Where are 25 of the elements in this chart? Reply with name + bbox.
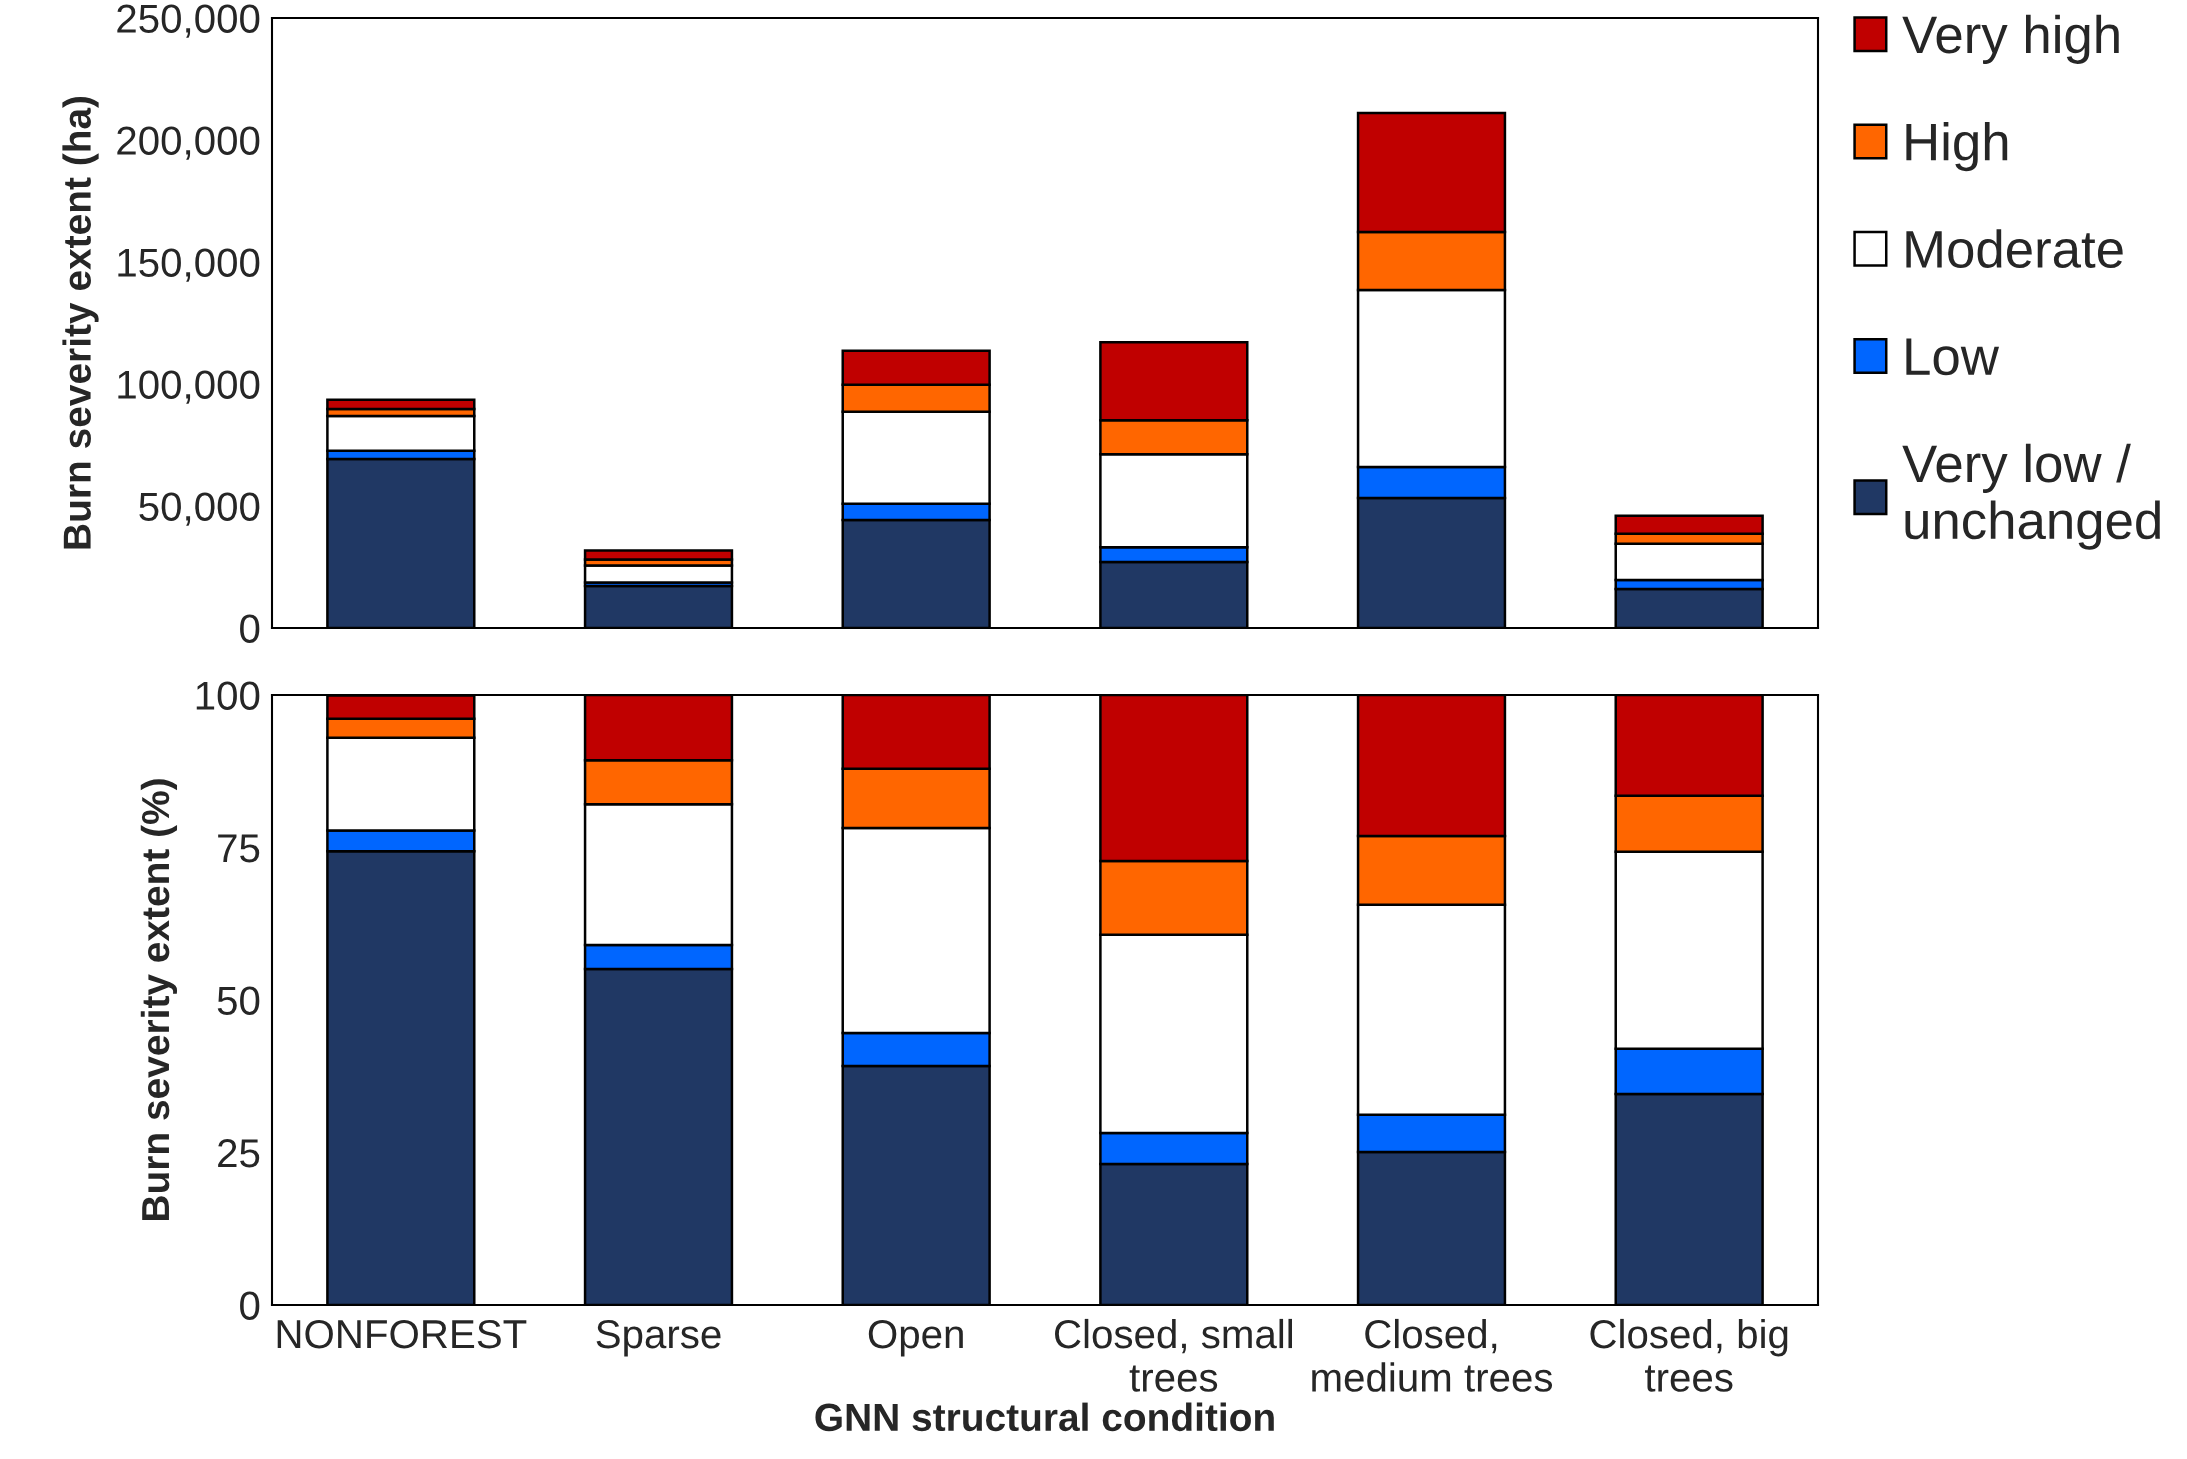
y-tick-label: 200,000 [117,126,260,160]
y-tick-label: 0 [240,614,260,643]
y-tick-label: 250,000 [117,4,260,38]
y-tick-label: 50,000 [139,492,260,526]
x-tick-label: Closed, small trees [1055,1318,1293,1392]
y-tick-label: 75 [218,834,260,863]
legend-label: Low [1906,338,2000,376]
y-tick-label: 100 [196,681,260,710]
x-tick-label: Closed, big trees [1590,1318,1788,1392]
y-tick-label: 25 [218,1138,260,1168]
legend-label: Moderate [1906,229,2123,268]
y-tick-label: 50 [217,986,260,1015]
legend-label: Very low / unchanged [1902,443,2160,550]
y-tick-label: 150,000 [118,248,260,282]
y-axis-title: Burn severity extent (ha) [62,96,99,549]
y-tick-label: 0 [240,1291,260,1320]
x-tick-label: Sparse [596,1319,721,1357]
x-tick-label: Open [868,1319,963,1357]
y-axis-title: Burn severity extent (%) [140,779,178,1220]
legend-label: High [1906,121,2008,172]
x-axis-title: GNN structural condition [815,1402,1274,1432]
x-tick-label: Closed, medium trees [1312,1318,1553,1392]
x-tick-label: NONFOREST [277,1319,527,1349]
y-tick-label: 100,000 [118,370,260,404]
legend-label: Very high [1902,14,2119,64]
